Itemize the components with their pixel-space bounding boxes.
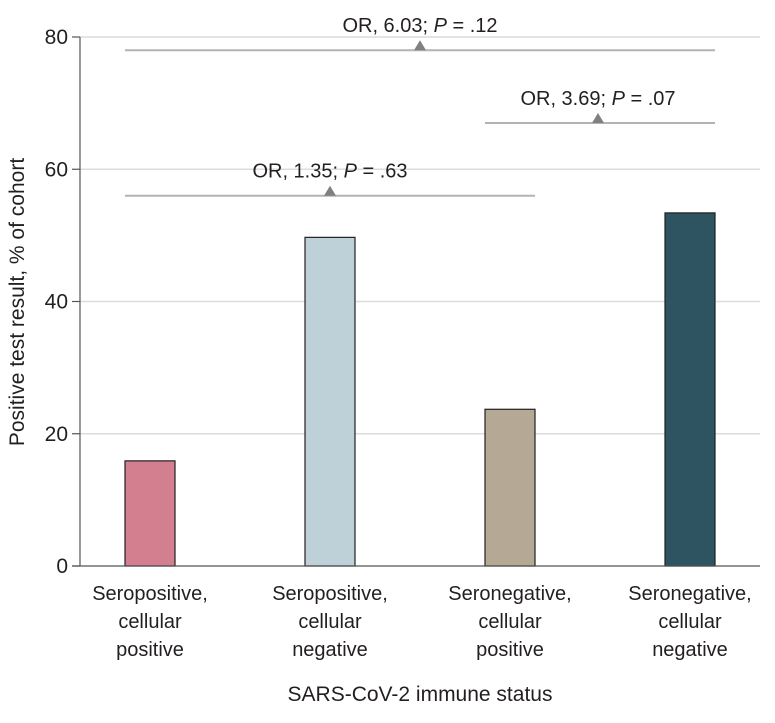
x-category-label-line: Seronegative,	[628, 583, 751, 605]
comparison-label: OR, 1.35; P = .63	[252, 161, 407, 183]
y-axis-title: Positive test result, % of cohort	[6, 158, 29, 446]
x-category-label-line: negative	[292, 639, 368, 661]
x-category-labels: Seropositive, cellular positiveSeropositiv…	[92, 583, 752, 661]
bracket-marker-triangle	[592, 112, 604, 123]
gridlines	[80, 36, 760, 435]
y-tick-label: 20	[45, 423, 68, 446]
p-value: = .63	[357, 161, 408, 183]
bar	[664, 212, 716, 567]
x-category-label: Seronegative, cellular negative	[628, 583, 751, 661]
bar	[484, 408, 536, 567]
x-category-label-line: cellular	[118, 611, 182, 633]
or-text: OR, 1.35;	[252, 161, 343, 183]
y-tick-labels: 0 20 40 60 80	[45, 26, 68, 578]
comparison-label: OR, 3.69; P = .07	[520, 88, 675, 110]
x-category-label-line: Seropositive,	[272, 583, 388, 605]
x-category-label-line: positive	[116, 639, 184, 661]
axes	[72, 36, 760, 567]
y-tick-label: 0	[56, 555, 68, 578]
or-text: OR, 6.03;	[342, 15, 433, 37]
x-category-label: Seropositive, cellular positive	[92, 583, 208, 661]
p-value: = .07	[625, 88, 676, 110]
x-category-label-line: Seronegative,	[448, 583, 571, 605]
comparison-label: OR, 6.03; P = .12	[342, 15, 497, 37]
x-category-label-line: cellular	[658, 611, 722, 633]
comparison-annotations: OR, 1.35; P = .63 OR, 6.03; P = .12 OR, 3.…	[125, 15, 715, 197]
bar	[124, 460, 176, 567]
y-tick-label: 80	[45, 26, 68, 49]
x-category-label: Seronegative, cellular positive	[448, 583, 571, 661]
p-symbol: P	[612, 88, 626, 110]
x-category-label-line: cellular	[298, 611, 362, 633]
bars	[124, 212, 716, 567]
x-category-label-line: Seropositive,	[92, 583, 208, 605]
x-axis-title: SARS-CoV-2 immune status	[288, 683, 553, 706]
x-category-label-line: positive	[476, 639, 544, 661]
bracket-marker-triangle	[324, 185, 336, 196]
y-tick-label: 60	[45, 158, 68, 181]
or-text: OR, 3.69;	[520, 88, 611, 110]
p-symbol: P	[434, 15, 448, 37]
bracket-marker-triangle	[414, 40, 426, 51]
x-category-label-line: negative	[652, 639, 728, 661]
p-symbol: P	[344, 161, 358, 183]
p-value: = .12	[447, 15, 498, 37]
x-category-label: Seropositive, cellular negative	[272, 583, 388, 661]
y-tick-label: 40	[45, 291, 68, 314]
bar	[304, 236, 356, 567]
x-category-label-line: cellular	[478, 611, 542, 633]
